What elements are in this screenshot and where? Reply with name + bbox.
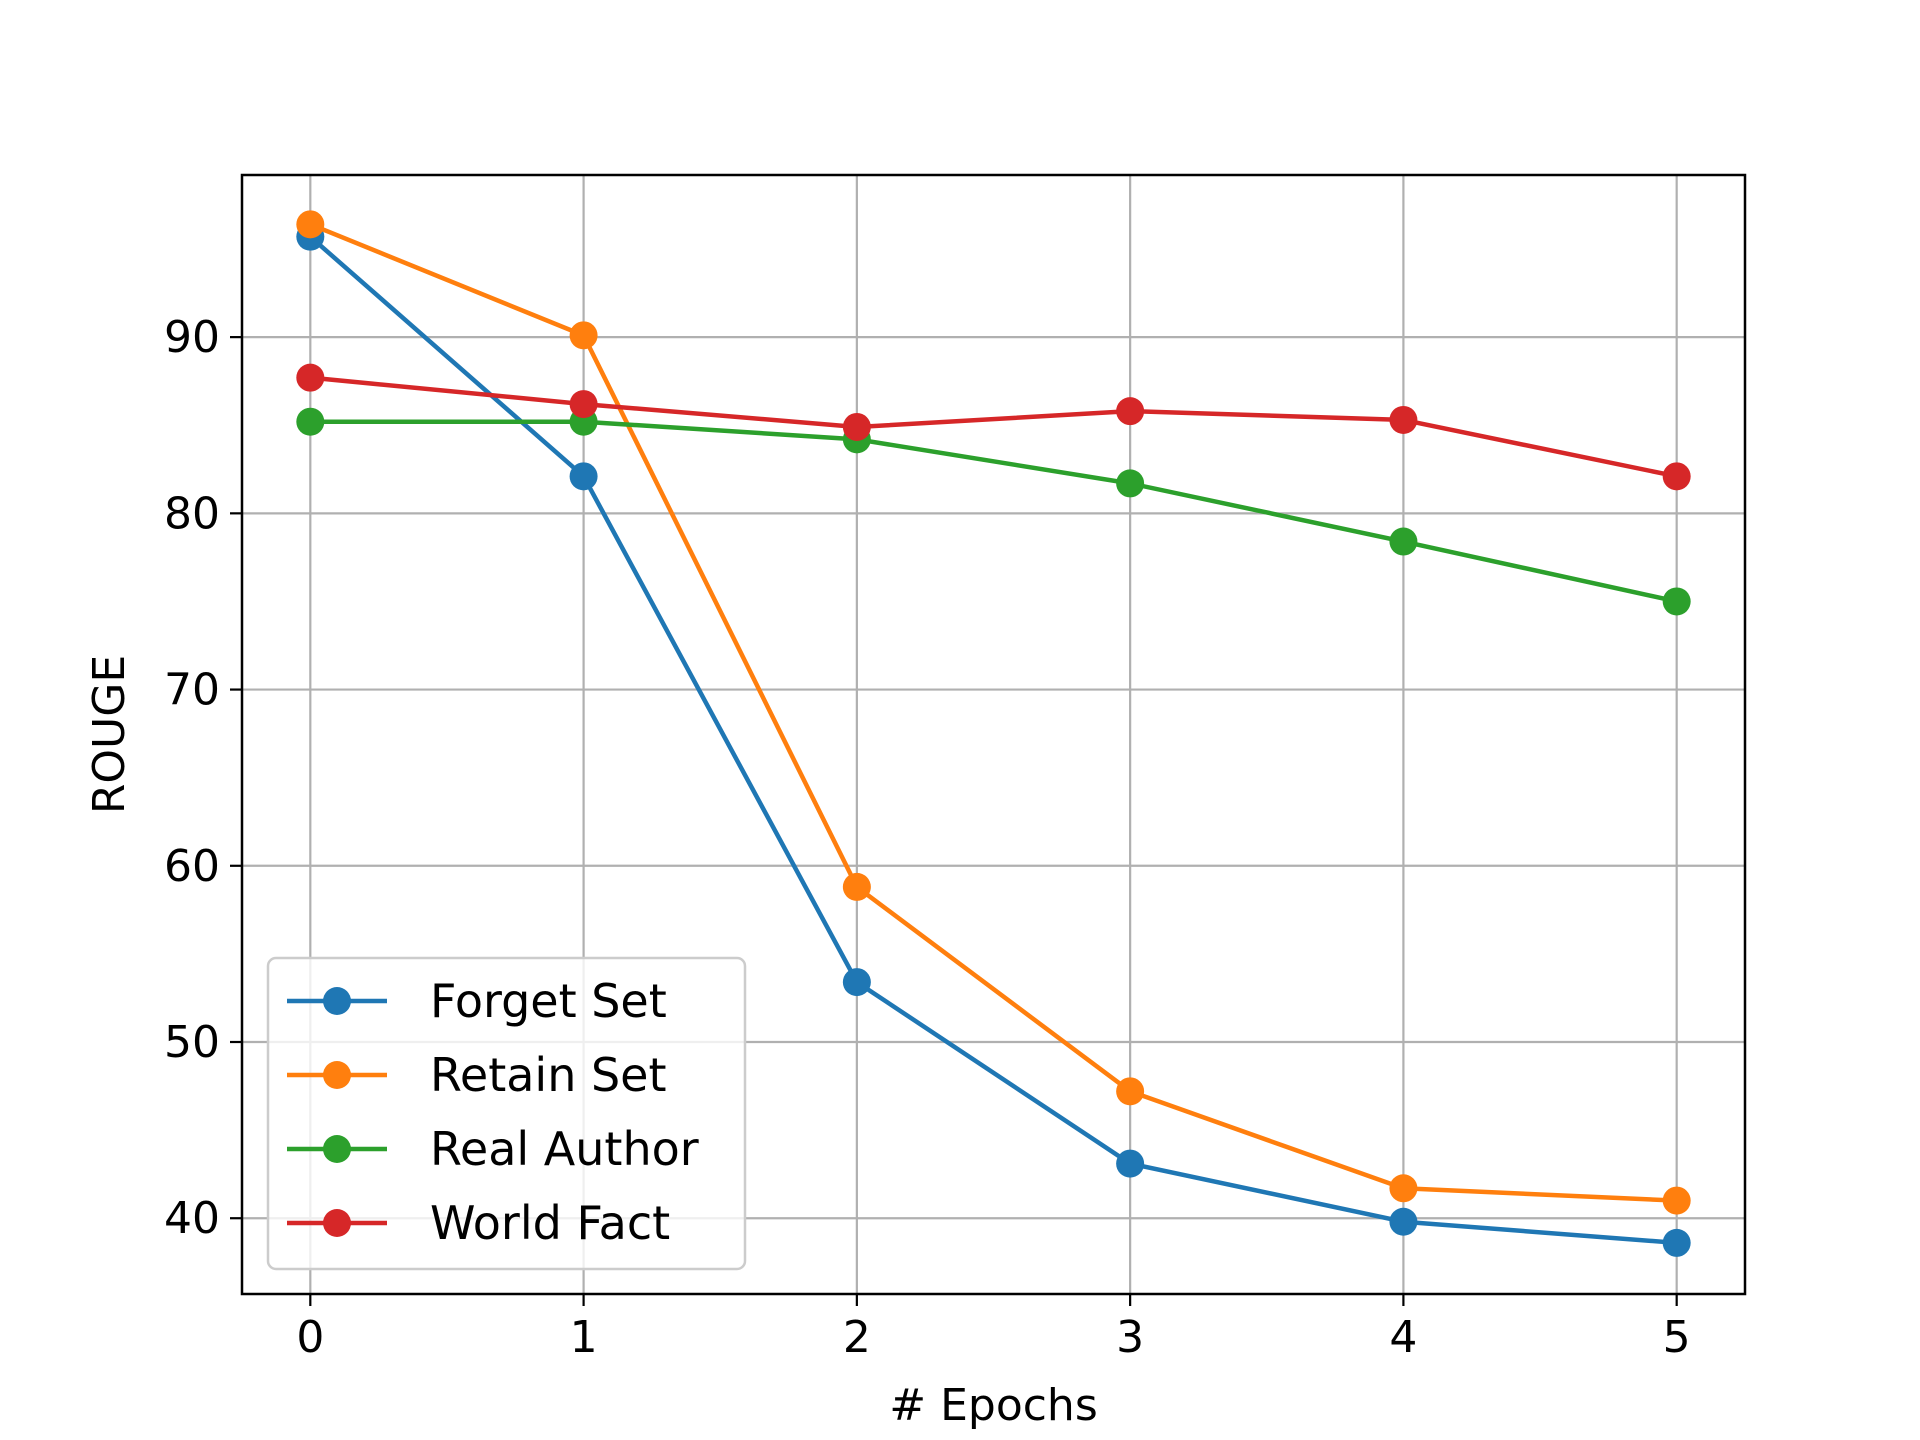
data-point xyxy=(842,412,871,441)
data-point xyxy=(1116,1077,1145,1106)
series-world-fact xyxy=(296,363,1691,491)
y-axis-label: ROUGE xyxy=(84,655,135,814)
legend-swatch-marker xyxy=(323,1209,351,1237)
data-point xyxy=(1662,1228,1691,1257)
series-line xyxy=(310,375,1678,479)
legend-label: Forget Set xyxy=(430,974,667,1028)
data-point xyxy=(296,363,325,392)
y-tick-label: 70 xyxy=(164,665,220,716)
x-tick-label: 4 xyxy=(1389,1312,1417,1363)
x-axis-label: # Epochs xyxy=(889,1380,1098,1431)
series-line xyxy=(308,234,1677,1246)
data-point xyxy=(569,321,598,350)
x-tick-label: 1 xyxy=(570,1312,598,1363)
x-tick-label: 2 xyxy=(843,1312,871,1363)
series-retain-set xyxy=(296,210,1691,1215)
legend-swatch-marker xyxy=(323,1061,351,1089)
data-point xyxy=(1389,1174,1418,1203)
data-point xyxy=(569,390,598,419)
data-point xyxy=(296,210,325,239)
legend-swatch-marker xyxy=(323,987,351,1015)
legend-label: Real Author xyxy=(430,1122,699,1176)
legend-box xyxy=(266,956,747,1271)
plot-frame xyxy=(240,173,1747,1296)
y-tick-label: 40 xyxy=(164,1193,220,1244)
data-point xyxy=(1662,1186,1691,1215)
legend-label: Retain Set xyxy=(430,1048,667,1102)
data-point xyxy=(1116,469,1145,498)
legend-item: World Fact xyxy=(287,1196,670,1250)
legend-item: Real Author xyxy=(287,1122,699,1176)
data-point xyxy=(296,407,325,436)
x-tick-label: 5 xyxy=(1663,1312,1691,1363)
legend-swatch-marker xyxy=(323,1135,351,1163)
data-point xyxy=(1116,1149,1145,1178)
series-lines xyxy=(296,210,1691,1257)
series-line xyxy=(310,419,1678,604)
series-real-author xyxy=(296,407,1691,616)
legend-item: Retain Set xyxy=(287,1048,667,1102)
data-point xyxy=(569,462,598,491)
x-tick-label: 3 xyxy=(1116,1312,1144,1363)
data-point xyxy=(1389,1207,1418,1236)
legend-item: Forget Set xyxy=(287,974,667,1028)
data-point xyxy=(1116,397,1145,426)
data-point xyxy=(1662,462,1691,491)
data-point xyxy=(1389,527,1418,556)
data-point xyxy=(1662,587,1691,616)
x-tick-label: 0 xyxy=(296,1312,324,1363)
y-tick-label: 90 xyxy=(164,312,220,363)
data-point xyxy=(842,872,871,901)
data-point xyxy=(1389,405,1418,434)
y-tick-label: 60 xyxy=(164,841,220,892)
y-tick-label: 80 xyxy=(164,488,220,539)
series-line xyxy=(309,222,1677,1203)
data-point xyxy=(842,968,871,997)
y-tick-label: 50 xyxy=(164,1017,220,1068)
axis-ticks: 0 1 2 3 4 5 40 50 60 70 80 90 xyxy=(164,312,1691,1363)
legend-label: World Fact xyxy=(430,1196,670,1250)
legend: Forget Set Retain Set Real Author World Fac… xyxy=(266,956,747,1271)
